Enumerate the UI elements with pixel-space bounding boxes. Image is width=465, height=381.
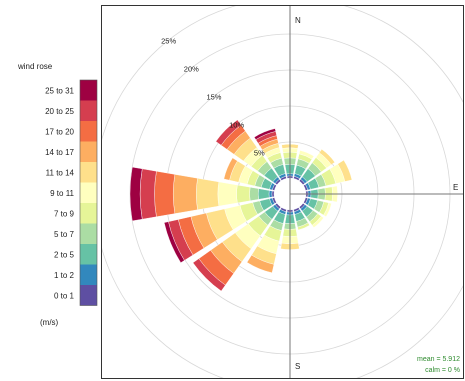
- ring-label: 15%: [206, 93, 221, 102]
- direction-label-n: N: [295, 16, 301, 25]
- legend-swatch: [80, 223, 97, 244]
- wedge-SW-9: [192, 258, 226, 292]
- legend-swatch: [80, 141, 97, 162]
- legend-swatch: [80, 162, 97, 183]
- legend-label: 5 to 7: [54, 230, 75, 239]
- wedge-ESE-5: [323, 202, 332, 217]
- wedge-W-4: [236, 184, 251, 204]
- wedge-W-8: [154, 170, 176, 218]
- wedge-W-10: [129, 166, 143, 222]
- legend-swatch: [80, 264, 97, 285]
- legend-swatch: [80, 285, 97, 306]
- legend-label: 1 to 2: [54, 271, 75, 280]
- direction-label-s: S: [295, 362, 300, 371]
- ring-label: 5%: [254, 149, 265, 158]
- wedge-W-6: [196, 178, 220, 210]
- legend-label: 0 to 1: [54, 291, 75, 300]
- legend-swatch: [80, 80, 97, 101]
- wedge-W-1: [268, 190, 273, 198]
- legend-title: wind rose: [18, 62, 53, 71]
- wind-rose-panel: N E S 5% 10% 15% 20% 25% mean = 5.912 calm = 0 %: [101, 5, 464, 379]
- wedge-W-7: [173, 174, 198, 214]
- legend: wind rose 25 to 31 20 to 25 17 to 20 14 to …: [0, 0, 100, 381]
- wedge-W-0: [271, 190, 275, 198]
- wedge-SSW-7: [246, 254, 275, 274]
- legend-label: 9 to 11: [50, 189, 74, 198]
- legend-label: 2 to 5: [54, 250, 75, 259]
- legend-label: 11 to 14: [46, 168, 75, 177]
- wedge-ENE-6: [337, 159, 353, 182]
- legend-label: 7 to 9: [54, 209, 75, 218]
- wedge-NW-9: [215, 119, 242, 146]
- legend-unit: (m/s): [40, 318, 59, 327]
- wedge-W-9: [139, 168, 157, 220]
- stat-mean: mean = 5.912: [417, 356, 460, 363]
- legend-color-scale: 25 to 31 20 to 25 17 to 20 14 to 17 11 to 14…: [45, 79, 98, 306]
- legend-swatch: [80, 203, 97, 224]
- wedge-WSW-10: [163, 221, 185, 263]
- wedge-W-5: [217, 181, 238, 207]
- legend-frame: [79, 79, 98, 306]
- stat-calm: calm = 0 %: [425, 367, 460, 374]
- wedge-SE-5: [311, 215, 324, 228]
- legend-swatch: [80, 100, 97, 121]
- legend-label: 20 to 25: [45, 107, 74, 116]
- ring-label: 10%: [229, 121, 244, 130]
- legend-swatch: [80, 121, 97, 142]
- legend-swatch: [80, 182, 97, 203]
- wedge-W-3: [249, 186, 259, 202]
- wind-rose-chart: N E S 5% 10% 15% 20% 25% mean = 5.912 calm = 0 %: [102, 6, 463, 378]
- wedge-NE-6: [318, 148, 336, 166]
- legend-label: 25 to 31: [45, 86, 74, 95]
- legend-swatch: [80, 244, 97, 265]
- wedge-NNW-10: [253, 128, 276, 140]
- wedge-W-2: [257, 188, 270, 200]
- ring-label: 25%: [161, 37, 176, 46]
- wedge-NNE-5: [298, 150, 315, 160]
- ring-label: 20%: [184, 65, 199, 74]
- legend-label: 14 to 17: [45, 148, 74, 157]
- wedge-WNW-7: [223, 157, 238, 181]
- direction-label-e: E: [453, 183, 458, 192]
- legend-label: 17 to 20: [45, 127, 74, 136]
- wedge-SSE-4: [297, 222, 310, 231]
